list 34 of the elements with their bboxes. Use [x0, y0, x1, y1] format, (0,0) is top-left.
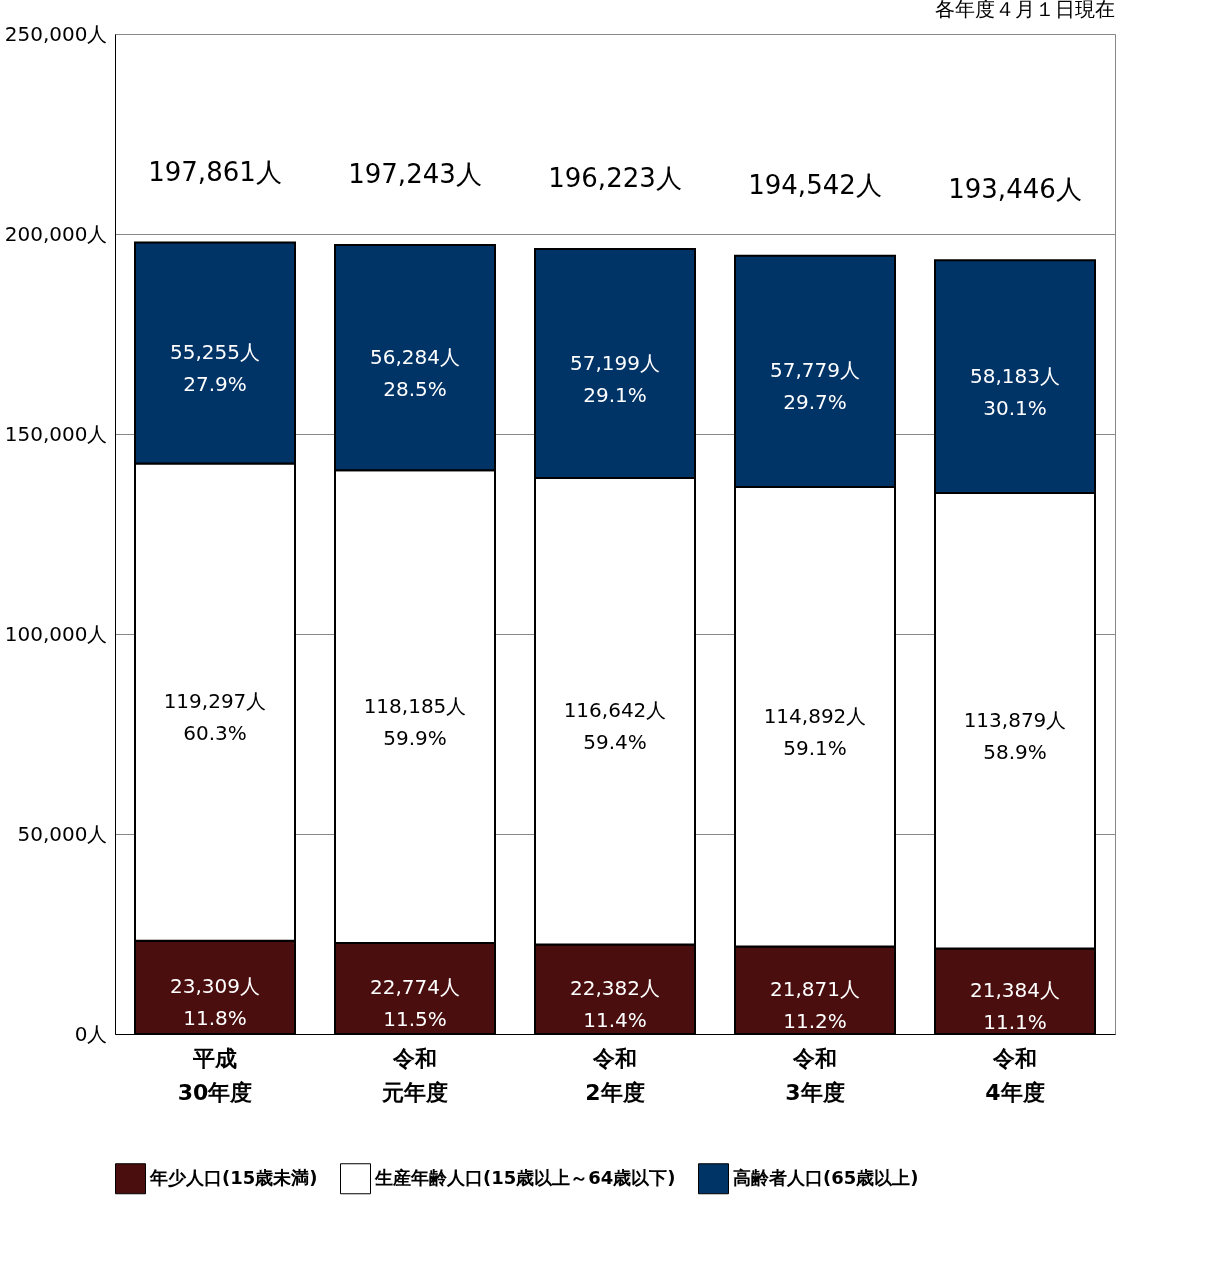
- total-label: 194,542人: [748, 169, 882, 200]
- data-label: 57,779人 29.7%: [770, 358, 860, 415]
- data-label: 114,892人 59.1%: [763, 703, 867, 760]
- x-tick-label: 平成30年度: [177, 1045, 253, 1105]
- y-tick-label: 0人: [74, 1021, 108, 1046]
- total-label: 197,861人: [148, 156, 282, 187]
- legend-label: 高齢者人口(65歳以上): [733, 1166, 919, 1188]
- x-tick-label: 令和4年度: [985, 1045, 1045, 1105]
- y-tick-label: 100,000人: [4, 621, 108, 646]
- data-label: 56,284人 28.5%: [370, 344, 460, 401]
- data-label: 119,297人 60.3%: [163, 689, 267, 746]
- data-label: 116,642人 59.4%: [563, 698, 667, 755]
- y-tick-label: 150,000人: [4, 421, 108, 446]
- data-label: 21,871人 11.2%: [770, 977, 860, 1034]
- data-label: 57,199人 29.1%: [570, 350, 660, 407]
- data-label: 22,382人 11.4%: [570, 976, 660, 1033]
- y-tick-label: 250,000人: [4, 21, 108, 46]
- total-label: 193,446人: [948, 174, 1082, 205]
- y-tick-label: 50,000人: [17, 821, 108, 846]
- legend-label: 生産年齢人口(15歳以上～64歳以下): [374, 1166, 676, 1188]
- data-label: 113,879人 58.9%: [963, 707, 1067, 764]
- y-tick-label: 200,000人: [4, 221, 108, 246]
- data-label: 23,309人 11.8%: [170, 974, 260, 1031]
- data-label: 22,774人 11.5%: [370, 975, 460, 1032]
- total-label: 197,243人: [348, 159, 482, 190]
- data-label: 118,185人 59.9%: [363, 693, 467, 750]
- x-tick-label: 令和2年度: [585, 1045, 645, 1105]
- x-tick-label: 令和3年度: [785, 1045, 845, 1105]
- data-label: 21,384人 11.1%: [970, 978, 1060, 1035]
- data-label: 55,255人 27.9%: [170, 340, 260, 397]
- legend-label: 年少人口(15歳未満): [149, 1166, 318, 1188]
- x-tick-label: 令和元年度: [381, 1045, 448, 1105]
- data-label: 58,183人 30.1%: [970, 363, 1060, 420]
- total-label: 196,223人: [548, 163, 682, 194]
